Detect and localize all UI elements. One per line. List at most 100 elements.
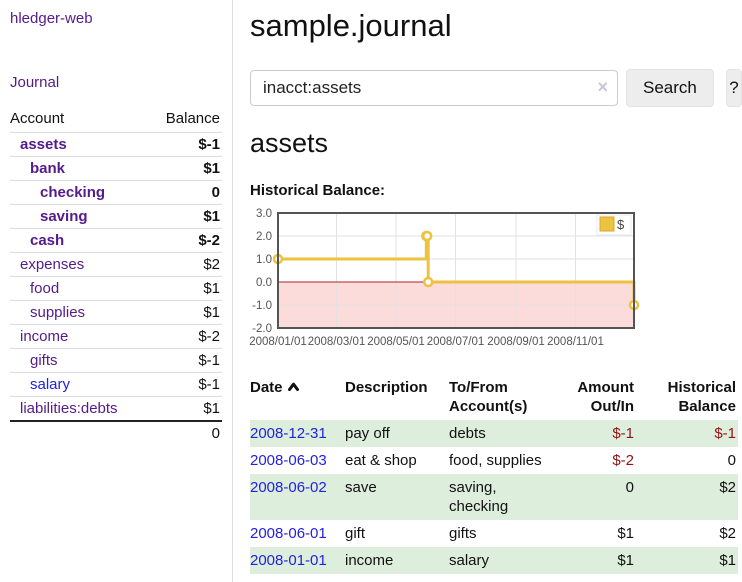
account-heading: assets [250,128,329,158]
accounts-table: Account Balance assets $-1 bank $1 checking 0… [10,107,222,445]
transactions-table: Date Description To/From Account(s) Amou… [250,376,738,574]
y-tick-label: 3.0 [256,208,272,220]
account-balance: $2 [203,256,220,273]
transaction-date-link[interactable]: 2008-12-31 [250,425,327,442]
transaction-balance: $1 [719,552,736,569]
transaction-amount: 0 [625,479,634,496]
historical-balance-chart: $3.0 2.0 1.0 0.0 -1.0 -2.0 2008/01/01 2008/03/0… [244,207,742,358]
transaction-accounts: salary [449,552,490,569]
sidebar-item-journal[interactable]: Journal [10,74,60,91]
legend-label: $ [617,217,625,232]
data-point-marker [422,276,434,288]
sidebar-account-link[interactable]: bank [30,160,66,177]
sidebar-account-link[interactable]: gifts [30,352,58,369]
account-row: salary $-1 [10,372,222,397]
sidebar-account-link[interactable]: food [30,280,60,297]
account-row: bank $1 [10,156,222,181]
sidebar-account-link[interactable]: income [20,328,69,345]
transaction-accounts: food, supplies [449,452,542,469]
transaction-row: 2008-06-03 eat & shop food, supplies $-2 0 [250,447,738,474]
transaction-date-cell: 2008-06-01 [250,520,345,547]
transaction-amount: $1 [617,525,634,542]
search-button[interactable]: Search [626,69,714,107]
transaction-date-link[interactable]: 2008-06-02 [250,479,327,496]
account-balance: $-1 [198,352,220,369]
header-date-label: Date [250,379,283,396]
transaction-date-cell: 2008-01-01 [250,547,345,574]
clear-search-icon[interactable]: × [597,77,608,97]
transaction-balance: $2 [719,525,736,542]
accounts-header-account: Account [10,110,65,127]
sidebar-account-link[interactable]: expenses [20,256,85,273]
account-balance: $-1 [198,376,220,393]
sidebar-account-link[interactable]: assets [20,136,67,153]
transaction-date-cell: 2008-06-02 [250,474,345,520]
search-box: × [250,70,618,106]
transactions-table-body: 2008-12-31 pay off debts $-1 $-1 2008-06-03 ea… [250,420,738,574]
transaction-date-link[interactable]: 2008-06-01 [250,525,327,542]
sidebar-account-link[interactable]: checking [40,184,106,201]
transaction-date-cell: 2008-06-03 [250,447,345,474]
y-tick-label: -2.0 [252,323,272,335]
app-brand-link[interactable]: hledger-web [10,10,93,27]
transaction-description: pay off [345,425,390,442]
transaction-description: income [345,552,394,569]
main-content: sample.journal × Search ? assets Histori… [234,0,742,574]
account-row: cash $-2 [10,228,222,253]
account-balance: 0 [211,184,220,201]
transaction-description: save [345,479,377,496]
transaction-amount: $-2 [612,452,634,469]
search-input[interactable] [250,70,618,106]
account-balance: $-1 [198,136,220,153]
transaction-balance: $2 [719,479,736,496]
account-balance: $1 [203,400,220,417]
y-tick-label: 2.0 [256,231,272,243]
sidebar-account-link[interactable]: supplies [30,304,86,321]
legend-swatch [599,216,615,232]
transaction-date-cell: 2008-12-31 [250,420,345,447]
transaction-balance: 0 [727,452,736,469]
header-amount: Amount Out/In [577,379,634,415]
transactions-header-row: Date Description To/From Account(s) Amou… [250,376,738,420]
account-row: income $-2 [10,324,222,349]
transaction-row: 2008-06-01 gift gifts $1 $2 [250,520,738,547]
account-row: supplies $1 [10,300,222,325]
sidebar-account-link[interactable]: cash [30,232,65,249]
transaction-row: 2008-06-02 save saving, checking 0 $2 [250,474,738,520]
x-tick-label: 2008/11/01 [547,336,604,348]
transaction-date-link[interactable]: 2008-01-01 [250,552,327,569]
page-title: sample.journal [250,8,452,43]
account-balance: $1 [203,280,220,297]
plot-border [277,212,635,329]
sidebar-account-link[interactable]: saving [40,208,88,225]
account-row: checking 0 [10,180,222,205]
x-tick-label: 2008/09/01 [487,336,545,348]
transaction-accounts: gifts [449,525,477,542]
account-balance: $1 [203,208,220,225]
sidebar-account-link[interactable]: salary [30,376,71,393]
help-button[interactable]: ? [725,69,742,107]
transaction-row: 2008-01-01 income salary $1 $1 [250,547,738,574]
header-date[interactable]: Date [250,376,345,420]
transaction-description: eat & shop [345,452,417,469]
y-tick-label: 0.0 [256,277,272,289]
account-row: saving $1 [10,204,222,229]
y-tick-label: 1.0 [256,254,272,266]
account-row: assets $-1 [10,132,222,157]
transaction-row: 2008-12-31 pay off debts $-1 $-1 [250,420,738,447]
account-row: food $1 [10,276,222,301]
account-row: gifts $-1 [10,348,222,373]
accounts-total-value: 0 [211,425,220,442]
account-row: liabilities:debts $1 [10,396,222,422]
account-row: expenses $2 [10,252,222,277]
transaction-amount: $-1 [612,425,634,442]
header-accounts: To/From Account(s) [449,379,528,415]
transaction-date-link[interactable]: 2008-06-03 [250,452,327,469]
data-point-marker [421,230,433,242]
header-description: Description [345,379,428,396]
chart-title: Historical Balance: [250,182,386,199]
sidebar-account-link[interactable]: liabilities:debts [20,400,118,417]
transaction-accounts: saving, checking [449,479,509,515]
accounts-table-body: assets $-1 bank $1 checking 0 saving $1 cash $-2 e… [10,132,222,422]
